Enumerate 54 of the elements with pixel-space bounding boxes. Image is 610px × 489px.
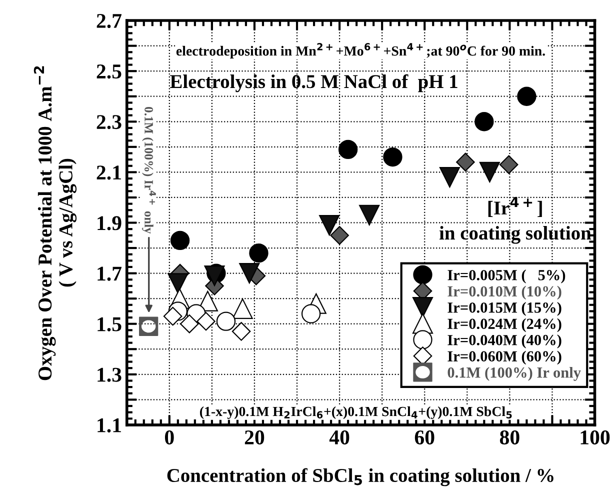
point	[232, 322, 251, 341]
text: Oxygen Over Potential at 1000 A.m$^{−2}$ ( V vs Ag/AgCl)	[34, 66, 77, 380]
legend-label: Ir=0.005M ( 5%)	[448, 270, 566, 284]
point	[474, 112, 494, 132]
point	[517, 86, 536, 106]
text: electrodeposition in Mn$^{2+}$+Mo$^{6+}$+Sn$^{4+}$;at 90$^{o}$C for 90 min.	[176, 43, 545, 59]
y-tick-label: 1.5	[98, 317, 122, 332]
point	[479, 162, 500, 182]
annotation: (1-x-y)0.1M H$_{2}$IrCl$_{6}$+(x)0.1M SnCl$_{4}$+(y)0.1M SbCl$_{5}$	[200, 406, 512, 420]
x-tick-label: 100	[580, 430, 610, 444]
point	[301, 304, 321, 324]
x-tick-label: 20	[244, 430, 264, 444]
y-tick-label: 2.1	[96, 166, 121, 180]
point	[196, 312, 216, 331]
y-tick-label: 2.3	[96, 115, 122, 130]
y-tick-label: 2.5	[96, 64, 122, 79]
point	[330, 226, 349, 245]
point	[456, 152, 475, 172]
annotation: in coating solution	[439, 226, 592, 244]
point	[170, 230, 190, 250]
y-tick-label: 1.9	[98, 216, 122, 230]
point	[180, 314, 199, 334]
y-tick-label: 1.3	[98, 368, 122, 382]
x-tick-label: 40	[329, 430, 350, 444]
point	[239, 263, 260, 284]
legend-label: 0.1M (100%) Ir only	[448, 366, 581, 381]
x-tick-label: 80	[500, 430, 520, 444]
y-tick-label: 1.1	[98, 418, 121, 432]
annotation: 0.1M (100%) Ir$^{4+}$ only	[142, 107, 156, 234]
y-tick-label: 2.7	[96, 14, 122, 28]
x-tick-label: 0	[165, 430, 174, 444]
point	[338, 140, 358, 160]
point	[249, 243, 268, 263]
point	[319, 214, 340, 236]
legend-label: Ir=0.024M (24%)	[448, 318, 562, 332]
point	[168, 273, 188, 294]
point	[163, 306, 182, 326]
legend-label: Ir=0.010M (10%)	[448, 286, 562, 300]
point	[204, 266, 225, 286]
point	[499, 155, 518, 174]
legend-label: Ir=0.060M (60%)	[448, 350, 562, 365]
point	[216, 312, 236, 331]
legend-label: Ir=0.040M (40%)	[448, 334, 562, 348]
point	[138, 316, 158, 336]
point	[232, 298, 253, 319]
annotation: [Ir$^{4+}$]	[488, 197, 542, 218]
y-tick-label: 1.7	[98, 266, 122, 281]
point	[439, 166, 460, 188]
annotation: Electrolysis in 0.5 M NaCl of pH 1	[170, 74, 458, 92]
point	[383, 147, 402, 167]
point	[359, 204, 380, 226]
x-tick-label: 60	[414, 430, 434, 444]
x-axis-title: Concentration of SbCl$_{5}$ in coating solution / %	[167, 468, 554, 486]
legend-label: Ir=0.015M (15%)	[448, 302, 562, 316]
